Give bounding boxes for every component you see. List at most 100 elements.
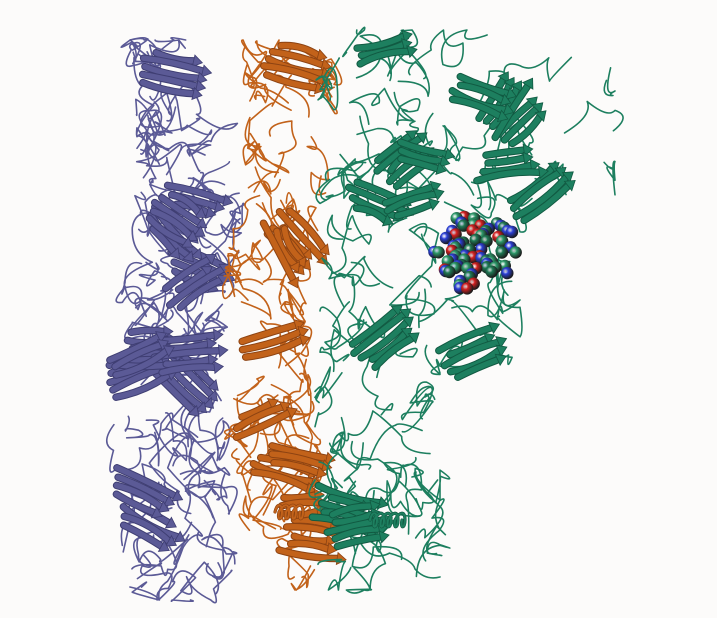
coil-loop	[337, 133, 409, 230]
strand-arrowhead	[288, 260, 300, 273]
beta-strand	[239, 329, 303, 353]
strand-arrowhead	[206, 389, 219, 402]
coil-loop	[204, 488, 217, 548]
strand-arrowhead	[499, 93, 512, 107]
coil-loop	[242, 132, 267, 166]
coil-loop	[356, 423, 423, 471]
beta-strand	[483, 147, 527, 158]
coil-loop	[161, 395, 194, 440]
coil-loop	[355, 34, 393, 82]
beta-strand	[166, 266, 226, 308]
coil-loop	[389, 467, 422, 517]
beta-strand	[233, 404, 285, 432]
beta-strand	[457, 73, 511, 97]
strand-arrowhead	[194, 206, 207, 218]
strand-arrowhead	[432, 188, 445, 201]
strand-arrowhead	[292, 318, 305, 332]
coil-loop	[432, 125, 475, 196]
coil-loop	[187, 161, 231, 203]
coil-loop	[408, 29, 488, 76]
coil-loop	[345, 539, 387, 594]
beta-strand	[263, 72, 319, 91]
coil-loop	[129, 570, 197, 603]
coil-loop	[348, 87, 414, 125]
coil-loop	[411, 467, 451, 504]
beta-strand	[354, 33, 407, 51]
strand-arrowhead	[294, 255, 307, 268]
beta-strand	[159, 194, 202, 226]
coil-loop	[315, 75, 332, 101]
beta-strand	[358, 319, 409, 361]
coil-loop	[124, 415, 160, 467]
coil-loop	[328, 442, 358, 494]
strand-arrowhead	[438, 154, 451, 168]
coil-loop	[131, 546, 185, 601]
strand-arrowhead	[191, 54, 204, 68]
coil-loop	[134, 191, 198, 274]
coil-loop	[142, 142, 157, 185]
strand-arrowhead	[217, 344, 229, 358]
strand-arrowhead	[164, 516, 177, 529]
coil-loop	[314, 366, 343, 401]
strand-arrowhead	[202, 396, 215, 409]
coil-loop	[336, 410, 431, 455]
coil-loop	[139, 554, 173, 601]
coil-loop	[331, 416, 372, 470]
ligand-atom	[501, 266, 514, 280]
strand-arrowhead	[313, 81, 326, 95]
strand-arrowhead	[415, 132, 428, 144]
ligand-atom	[443, 265, 456, 279]
coil-loop	[338, 255, 394, 289]
strand-arrowhead	[483, 332, 496, 345]
strand-arrowhead	[200, 266, 213, 278]
strand-arrowhead	[443, 147, 456, 161]
coil-loop	[240, 39, 292, 111]
beta-strand	[152, 370, 196, 413]
ligand-atom	[439, 231, 453, 245]
beta-strand	[128, 327, 167, 336]
strand-arrowhead	[494, 353, 507, 367]
beta-strand	[107, 334, 162, 363]
coil-loop	[234, 236, 283, 286]
coil-loop	[408, 222, 437, 264]
beta-strand	[142, 63, 201, 82]
ligand-atom	[469, 233, 482, 247]
strand-arrowhead	[193, 225, 206, 237]
beta-strand	[278, 42, 321, 59]
coil-loop	[242, 494, 311, 540]
strand-arrowhead	[563, 179, 576, 192]
coil-loop	[242, 64, 269, 104]
strand-arrowhead	[287, 276, 300, 289]
strand-arrowhead	[213, 328, 224, 342]
beta-strand	[349, 194, 398, 219]
strand-arrowhead	[510, 80, 523, 93]
beta-strand	[485, 155, 527, 166]
beta-strand	[329, 503, 375, 518]
beta-strand	[372, 335, 415, 370]
strand-arrowhead	[164, 534, 178, 547]
chain-a-ribbon	[105, 36, 245, 604]
coil-loop	[138, 109, 206, 157]
strand-arrowhead	[521, 77, 534, 90]
coil-loop	[350, 440, 417, 472]
coil-loop	[415, 541, 451, 578]
beta-strand	[345, 184, 408, 215]
strand-arrowhead	[157, 500, 170, 513]
strand-arrowhead	[315, 48, 328, 62]
coil-loop	[223, 270, 249, 301]
strand-arrowhead	[496, 109, 509, 123]
chain-c-ribbon	[308, 26, 624, 594]
beta-strand	[239, 322, 299, 345]
beta-strand	[140, 55, 206, 74]
strand-arrowhead	[326, 542, 338, 556]
strand-arrowhead	[377, 496, 389, 510]
strand-arrowhead	[213, 360, 225, 375]
beta-strand	[139, 71, 200, 89]
strand-arrowhead	[182, 250, 194, 263]
beta-strand	[457, 82, 506, 103]
ligand-atom	[485, 265, 498, 278]
coil-loop	[135, 127, 150, 152]
coil-loop	[315, 161, 364, 205]
strand-arrowhead	[495, 336, 508, 349]
